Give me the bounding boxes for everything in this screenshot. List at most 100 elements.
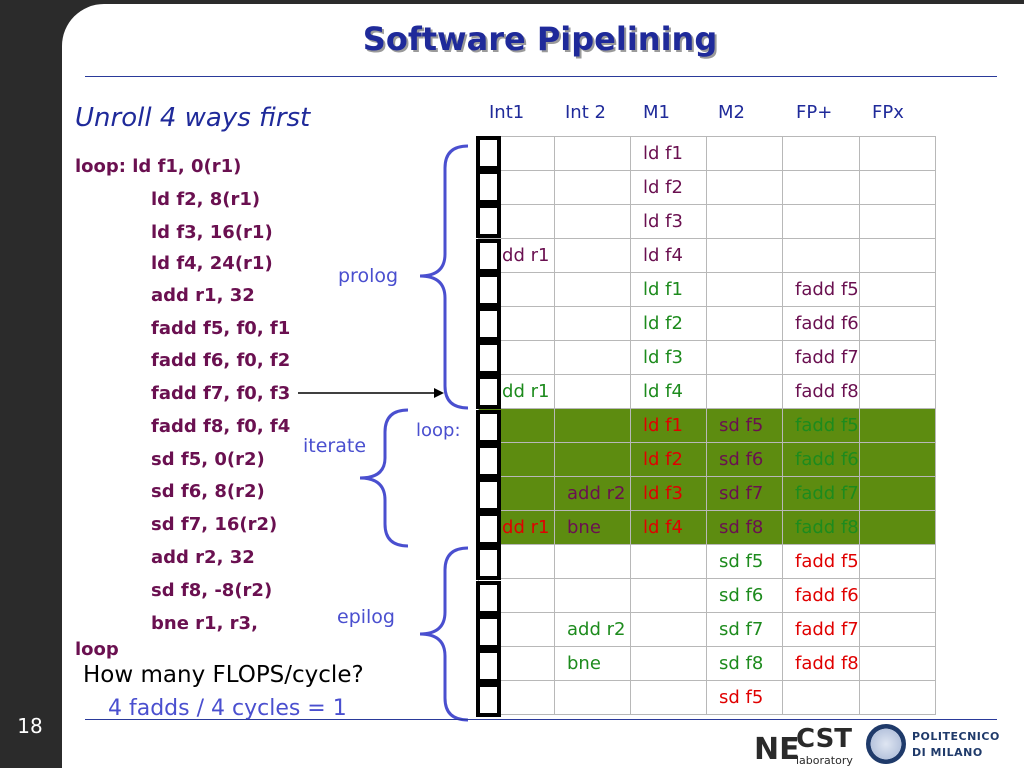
schedule-cell bbox=[554, 204, 631, 239]
schedule-row: sd f5 fadd f5 bbox=[478, 544, 936, 579]
stage-box bbox=[476, 478, 501, 512]
code-line: sd f8, -8(r2) bbox=[151, 580, 273, 601]
schedule-cell: fadd f5 bbox=[782, 544, 860, 579]
schedule-cell-text: bne bbox=[567, 517, 601, 538]
schedule-cell bbox=[554, 408, 631, 443]
schedule-cell bbox=[706, 238, 783, 273]
schedule-cell: fadd f7 bbox=[782, 340, 860, 375]
schedule-cell-text: ld f1 bbox=[643, 279, 683, 300]
schedule-cell-text: fadd f7 bbox=[795, 347, 859, 368]
stage-box bbox=[476, 341, 501, 376]
schedule-cell bbox=[630, 612, 707, 647]
schedule-cell-text: sd f6 bbox=[719, 585, 764, 606]
schedule-cell bbox=[706, 306, 783, 341]
slide-number: 18 bbox=[17, 714, 43, 738]
schedule-cell bbox=[858, 680, 936, 715]
schedule-cell-text: sd f5 bbox=[719, 687, 764, 708]
schedule-cell-text: ld f2 bbox=[643, 313, 683, 334]
slide-title: Software Pipelining bbox=[362, 20, 718, 58]
schedule-cell bbox=[706, 170, 783, 205]
schedule-cell-text: fadd f8 bbox=[795, 653, 859, 674]
schedule-cell: ld f4 bbox=[630, 374, 707, 409]
polimi-name-line1: POLITECNICO bbox=[912, 730, 1000, 743]
code-line: fadd f5, f0, f1 bbox=[151, 318, 291, 339]
column-header-fpadd: FP+ bbox=[796, 102, 833, 123]
schedule-cell bbox=[630, 544, 707, 579]
schedule-cell: add r2 bbox=[554, 612, 631, 647]
schedule-cell bbox=[858, 306, 936, 341]
stage-box bbox=[476, 307, 501, 341]
schedule-cell bbox=[858, 510, 936, 545]
schedule-cell-text: ld f4 bbox=[643, 517, 683, 538]
schedule-cell: ld f2 bbox=[630, 442, 707, 477]
schedule-row: sd f5 bbox=[478, 680, 936, 715]
schedule-row: ld f3 bbox=[478, 204, 936, 239]
code-line: loop bbox=[75, 639, 119, 660]
schedule-cell: fadd f5 bbox=[782, 272, 860, 307]
schedule-row: ld f1 fadd f5 bbox=[478, 272, 936, 307]
stage-box bbox=[476, 238, 501, 273]
schedule-cell: fadd f6 bbox=[782, 442, 860, 477]
column-header-int1: Int1 bbox=[489, 102, 525, 123]
schedule-cell bbox=[706, 340, 783, 375]
schedule-cell: sd f6 bbox=[706, 578, 783, 613]
title-divider bbox=[85, 76, 997, 77]
schedule-cell-text: fadd f8 bbox=[795, 517, 859, 538]
schedule-cell bbox=[630, 578, 707, 613]
schedule-cell-text: ld f2 bbox=[643, 177, 683, 198]
schedule-cell: fadd f8 bbox=[782, 646, 860, 681]
schedule-cell-text: sd f5 bbox=[719, 551, 764, 572]
stage-box bbox=[476, 204, 501, 239]
stage-box bbox=[476, 546, 501, 581]
schedule-cell-text: fadd f5 bbox=[795, 415, 859, 436]
schedule-cell-text: fadd f5 bbox=[795, 279, 859, 300]
schedule-cell bbox=[858, 408, 936, 443]
question-text: How many FLOPS/cycle? bbox=[83, 662, 364, 688]
code-line: loop: ld f1, 0(r1) bbox=[75, 156, 242, 177]
schedule-cell: ld f1 bbox=[630, 408, 707, 443]
schedule-cell bbox=[858, 442, 936, 477]
schedule-cell bbox=[554, 544, 631, 579]
footer-logos: NE CST laboratory POLITECNICO DI MILANO bbox=[752, 724, 1012, 768]
schedule-cell bbox=[858, 204, 936, 239]
schedule-row: ld f1 sd f5 fadd f5 bbox=[478, 408, 936, 443]
schedule-cell-text: sd f6 bbox=[719, 449, 764, 470]
schedule-cell-text: fadd f7 bbox=[795, 619, 859, 640]
schedule-cell-text: sd f8 bbox=[719, 517, 764, 538]
schedule-cell-text: sd f5 bbox=[719, 415, 764, 436]
schedule-row: add r2 sd f7 fadd f7 bbox=[478, 612, 936, 647]
stage-box bbox=[476, 614, 501, 649]
slide-subtitle: Unroll 4 ways first bbox=[75, 103, 311, 133]
necst-logo-ne: NE bbox=[754, 732, 800, 767]
schedule-row: ld f3 fadd f7 bbox=[478, 340, 936, 375]
code-line: add r1, 32 bbox=[151, 285, 255, 306]
code-line: add r2, 32 bbox=[151, 547, 255, 568]
stage-box bbox=[476, 170, 501, 205]
schedule-cell bbox=[706, 374, 783, 409]
schedule-cell: sd f7 bbox=[706, 476, 783, 511]
schedule-cell: bne bbox=[554, 510, 631, 545]
schedule-cell-text: ld f4 bbox=[643, 381, 683, 402]
schedule-cell: sd f5 bbox=[706, 544, 783, 579]
code-line: ld f4, 24(r1) bbox=[151, 253, 273, 274]
schedule-cell: ld f4 bbox=[630, 510, 707, 545]
schedule-cell: ld f3 bbox=[630, 476, 707, 511]
schedule-cell: fadd f5 bbox=[782, 408, 860, 443]
schedule-cell: sd f8 bbox=[706, 510, 783, 545]
code-line: ld f3, 16(r1) bbox=[151, 222, 273, 243]
schedule-cell-text: ld f3 bbox=[643, 483, 683, 504]
schedule-cell bbox=[858, 170, 936, 205]
schedule-cell: sd f8 bbox=[706, 646, 783, 681]
schedule-cell bbox=[858, 612, 936, 647]
schedule-cell: fadd f7 bbox=[782, 476, 860, 511]
schedule-cell: fadd f6 bbox=[782, 578, 860, 613]
schedule-cell-text: sd f8 bbox=[719, 653, 764, 674]
stage-box bbox=[476, 136, 501, 170]
polimi-name-line2: DI MILANO bbox=[912, 746, 983, 759]
schedule-cell: add r2 bbox=[554, 476, 631, 511]
schedule-cell bbox=[554, 340, 631, 375]
schedule-row: add r1 bne ld f4 sd f8 fadd f8 bbox=[478, 510, 936, 545]
code-line: sd f6, 8(r2) bbox=[151, 481, 265, 502]
code-line: ld f2, 8(r1) bbox=[151, 189, 261, 210]
schedule-cell: ld f3 bbox=[630, 204, 707, 239]
